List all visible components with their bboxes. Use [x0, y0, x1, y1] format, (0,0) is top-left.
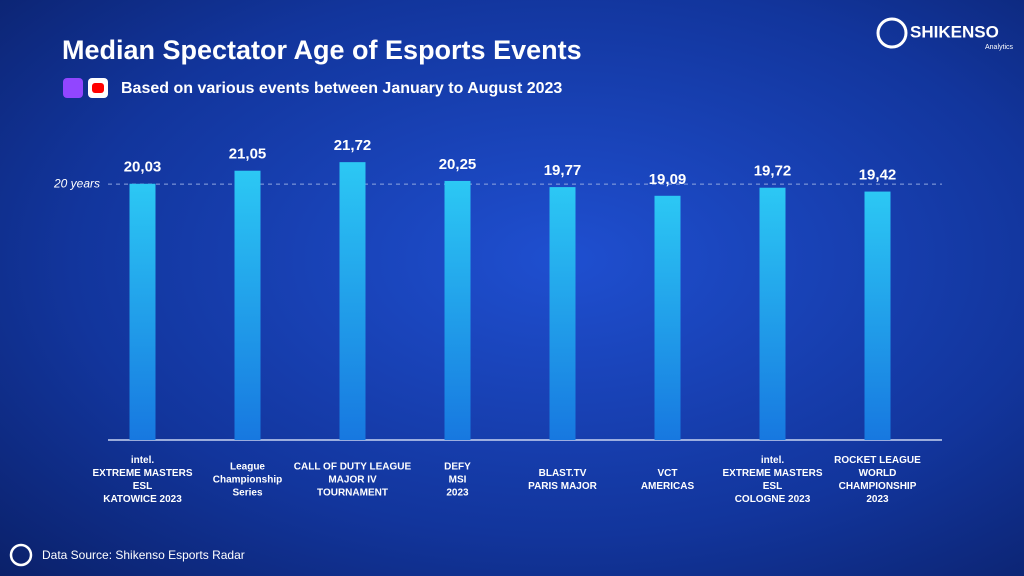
bar [864, 191, 891, 440]
chart-title: Median Spectator Age of Esports Events [62, 35, 582, 65]
category-label: KATOWICE 2023 [103, 494, 182, 505]
category-label: TOURNAMENT [317, 488, 388, 499]
value-label: 19,42 [859, 167, 897, 184]
source: Data Source: Shikenso Esports Radar [42, 548, 245, 562]
brand: SHIKENSO [910, 22, 999, 41]
category-label: CALL OF DUTY LEAGUE [294, 462, 412, 473]
bar [234, 170, 261, 440]
category-label: MAJOR IV [328, 475, 377, 486]
category-label: League [230, 462, 265, 473]
youtube-icon-inner [92, 83, 104, 93]
category-label: MSI [449, 475, 467, 486]
value-label: 19,09 [649, 171, 687, 188]
category-label: PARIS MAJOR [528, 481, 597, 492]
bar [654, 195, 681, 440]
category-label: EXTREME MASTERS [722, 468, 822, 479]
category-label: WORLD [859, 468, 897, 479]
source-logo [9, 543, 33, 567]
value-label: 19,77 [544, 162, 582, 179]
bar [759, 187, 786, 440]
category-label: DEFY [444, 462, 471, 473]
category-label: ESL [763, 481, 782, 492]
category-label: VCT [658, 468, 678, 479]
twitch-icon [63, 78, 83, 98]
brand-sub: Analytics [985, 44, 1014, 51]
bar [444, 180, 471, 441]
category-label: CHAMPIONSHIP [839, 481, 917, 492]
value-label: 21,72 [334, 137, 372, 154]
category-label: ESL [133, 481, 152, 492]
category-label: intel. [131, 455, 155, 466]
category-label: BLAST.TV [539, 468, 587, 479]
category-label: ROCKET LEAGUE [834, 455, 921, 466]
reference-label: 20 years [53, 176, 100, 190]
category-label: Series [232, 488, 262, 499]
bar [339, 162, 366, 440]
value-label: 19,72 [754, 163, 792, 180]
bar [549, 187, 576, 440]
category-label: intel. [761, 455, 785, 466]
category-label: Championship [213, 475, 282, 486]
brand-logo [876, 17, 908, 49]
category-label: AMERICAS [641, 481, 695, 492]
category-label: 2023 [866, 494, 889, 505]
value-label: 20,03 [124, 159, 162, 176]
category-label: COLOGNE 2023 [735, 494, 811, 505]
category-label: 2023 [446, 488, 469, 499]
chart-subtitle: Based on various events between January … [121, 80, 562, 97]
category-label: EXTREME MASTERS [92, 468, 192, 479]
bar [129, 183, 156, 441]
value-label: 21,05 [229, 146, 267, 163]
value-label: 20,25 [439, 156, 477, 173]
